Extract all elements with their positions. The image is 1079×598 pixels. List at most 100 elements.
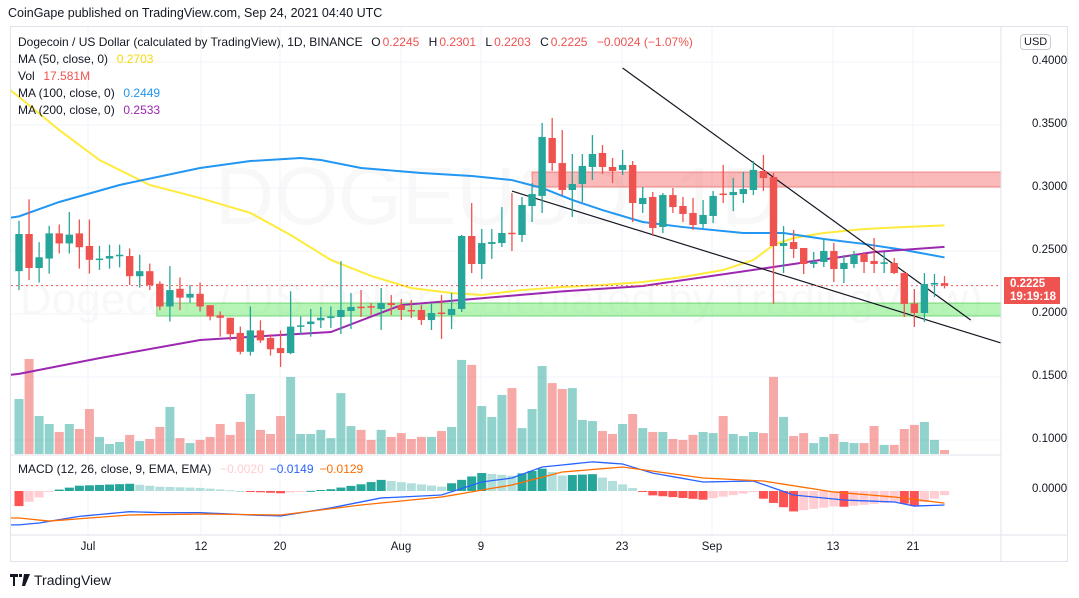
macd-histogram-bar [608, 480, 618, 491]
macd-histogram-bar [105, 484, 115, 491]
last-price-label: 0.2225 19:19:18 [1004, 277, 1060, 304]
ma100-label: MA (100, close, 0) [18, 86, 115, 100]
macd-histogram-bar [175, 487, 185, 491]
legend-volume[interactable]: Vol 17.581M [18, 69, 92, 83]
candle-body [85, 245, 94, 260]
macd-histogram-bar [929, 491, 939, 499]
macd-histogram-bar [94, 484, 104, 491]
candle-body [125, 256, 134, 277]
macd-hist-value: −0.0020 [220, 462, 264, 476]
macd-histogram-bar [919, 491, 929, 503]
macd-histogram-bar [437, 486, 447, 491]
candle-body [719, 193, 727, 196]
macd-histogram-bar [758, 491, 768, 499]
volume-bar [235, 421, 245, 454]
volume-bar [376, 429, 386, 454]
macd-histogram-bar [155, 486, 165, 491]
volume-bar [175, 438, 185, 454]
candle-body [397, 305, 405, 310]
candle-body [387, 303, 395, 306]
candle-body [367, 306, 375, 308]
volume-bar [527, 409, 537, 454]
macd-histogram-bar [648, 491, 658, 496]
candle-body [930, 283, 939, 285]
macd-histogram-bar [909, 491, 919, 506]
legend-ma100[interactable]: MA (100, close, 0) 0.2449 [18, 86, 162, 100]
candle-body [810, 261, 818, 264]
macd-histogram-bar [24, 491, 34, 502]
volume-bar [537, 366, 547, 454]
tradingview-logo[interactable]: TradingView [10, 572, 111, 588]
candle-body [276, 348, 285, 354]
volume-bar [366, 439, 376, 454]
low-label: L [485, 35, 493, 49]
candle-body [75, 233, 84, 248]
volume-bar [547, 383, 557, 454]
macd-histogram-bar [567, 475, 577, 491]
ma50-label: MA (50, close, 0) [18, 52, 109, 66]
macd-histogram-bar [426, 485, 436, 491]
legend-ma50[interactable]: MA (50, close, 0) 0.2703 [18, 52, 155, 66]
macd-histogram-bar [527, 470, 537, 491]
macd-histogram-bar [245, 491, 255, 492]
macd-histogram-bar [346, 485, 356, 491]
candle-body [216, 315, 224, 318]
candle-body [468, 236, 476, 264]
candle-body [618, 164, 627, 170]
price-tick: 0.4000 [1032, 55, 1068, 67]
time-tick: 12 [194, 541, 208, 553]
volume-bar [165, 406, 175, 454]
macd-histogram-bar [728, 491, 738, 496]
volume-bar [708, 433, 718, 454]
volume-bar [125, 434, 135, 454]
volume-bar [286, 376, 296, 454]
volume-bar [919, 421, 929, 454]
candle-body [870, 260, 878, 264]
candle-body [779, 243, 788, 246]
candle-body [508, 232, 516, 235]
candle-body [115, 254, 124, 257]
volume-bar [909, 424, 919, 454]
volume-bar [356, 429, 366, 454]
macd-histogram-bar [638, 491, 648, 492]
macd-histogram-bar [738, 491, 748, 494]
volume-bar [809, 443, 819, 454]
macd-histogram-bar [668, 491, 678, 498]
volume-bar [929, 439, 939, 454]
macd-histogram-bar [698, 491, 708, 500]
volume-bar [517, 428, 527, 454]
volume-bar [507, 388, 517, 454]
volume-bar [698, 431, 708, 454]
macd-histogram-bar [789, 491, 799, 512]
volume-bar [477, 406, 487, 454]
volume-bar [738, 436, 748, 454]
volume-bar [346, 426, 356, 454]
signal-line [11, 466, 945, 522]
symbol-title[interactable]: Dogecoin / US Dollar (calculated by Trad… [18, 35, 363, 49]
legend-ma200[interactable]: MA (200, close, 0) 0.2533 [18, 103, 162, 117]
candle-body [820, 251, 828, 262]
macd-histogram-bar [447, 483, 457, 491]
macd-histogram-bar [487, 473, 497, 491]
volume-bar [447, 426, 457, 454]
macd-tick: 0.0000 [1032, 483, 1068, 495]
price-tick: 0.2000 [1032, 307, 1068, 319]
candle-body [95, 258, 104, 261]
candle-body [518, 205, 526, 235]
candle-body [15, 233, 23, 272]
candle-body [427, 312, 436, 321]
time-tick: Aug [390, 541, 412, 553]
macd-histogram-bar [255, 491, 265, 493]
macd-histogram-bar [386, 481, 396, 491]
currency-button[interactable]: USD [1020, 34, 1052, 50]
candle-body [528, 194, 536, 207]
candle-body [266, 337, 275, 350]
macd-histogram-bar [326, 489, 336, 491]
volume-bar [779, 416, 789, 454]
candle-body [296, 325, 305, 327]
price-tick: 0.3000 [1032, 181, 1068, 193]
legend-macd[interactable]: MACD (12, 26, close, 9, EMA, EMA) −0.002… [18, 462, 365, 476]
candle-body [709, 195, 717, 216]
macd-histogram-bar [708, 491, 718, 499]
